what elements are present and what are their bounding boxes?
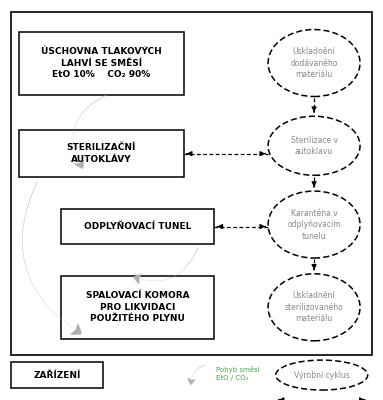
Text: ZAŘÍZENÍ: ZAŘÍZENÍ xyxy=(34,371,81,380)
Ellipse shape xyxy=(268,30,360,96)
Text: Karanténa v
odplyňovacím
tunelu: Karanténa v odplyňovacím tunelu xyxy=(287,209,341,240)
FancyBboxPatch shape xyxy=(61,209,214,244)
FancyBboxPatch shape xyxy=(19,32,184,94)
Text: Uskladnění
dodávaného
materiálu: Uskladnění dodávaného materiálu xyxy=(290,47,338,79)
Text: Uskladnění
sterilizovaného
materiálu: Uskladnění sterilizovaného materiálu xyxy=(285,291,344,323)
Text: Pohyb směsi
EtO / CO₂: Pohyb směsi EtO / CO₂ xyxy=(216,366,260,381)
Text: SPALOVACÍ KOMORA
PRO LIKVIDACI
POUŽITÉHO PLYNU: SPALOVACÍ KOMORA PRO LIKVIDACI POUŽITÉHO… xyxy=(86,291,190,323)
Text: Sterilizace v
autoklavu: Sterilizace v autoklavu xyxy=(291,136,337,156)
Ellipse shape xyxy=(268,116,360,175)
FancyBboxPatch shape xyxy=(19,130,184,177)
FancyBboxPatch shape xyxy=(61,276,214,339)
FancyBboxPatch shape xyxy=(11,362,103,388)
Text: Výrobní cyklus: Výrobní cyklus xyxy=(294,370,350,380)
Text: ÚSCHOVNA TLAKOVÝCH
LAHVÍ SE SMĚSÍ
EtO 10%    CO₂ 90%: ÚSCHOVNA TLAKOVÝCH LAHVÍ SE SMĚSÍ EtO 10… xyxy=(41,47,162,79)
Ellipse shape xyxy=(268,274,360,341)
Ellipse shape xyxy=(276,360,368,390)
FancyBboxPatch shape xyxy=(11,12,372,354)
Ellipse shape xyxy=(268,191,360,258)
Text: ODPLYŇOVACÍ TUNEL: ODPLYŇOVACÍ TUNEL xyxy=(84,222,192,231)
Text: STERILIZAČNÍ
AUTOKLÁVY: STERILIZAČNÍ AUTOKLÁVY xyxy=(67,144,136,164)
